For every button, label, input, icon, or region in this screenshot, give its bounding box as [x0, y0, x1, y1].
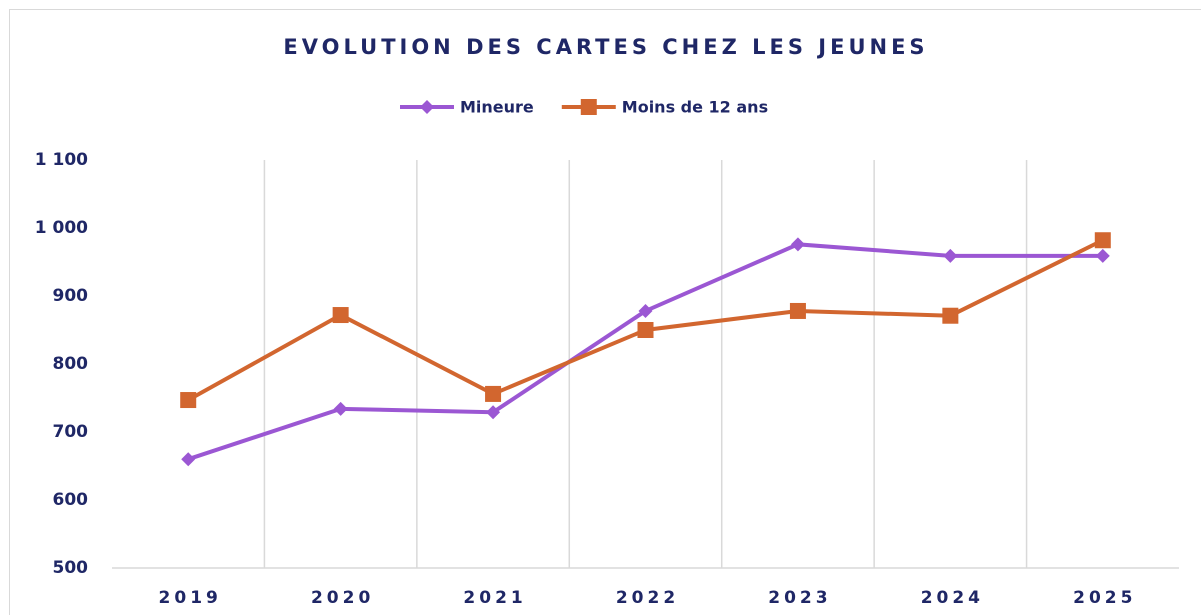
point	[638, 303, 653, 318]
x-tick-label: 2020	[311, 588, 374, 608]
point	[485, 385, 502, 402]
point	[789, 302, 806, 319]
legend-label: Moins de 12 ans	[622, 98, 768, 117]
y-tick-label: 800	[53, 354, 89, 374]
point	[181, 452, 196, 467]
y-tick-label: 600	[53, 490, 89, 510]
point	[486, 405, 501, 420]
y-tick-label: 1 000	[35, 218, 88, 238]
legend-label: Mineure	[460, 98, 534, 117]
chart-title: EVOLUTION DES CARTES CHEZ LES JEUNES	[283, 35, 928, 59]
y-tick-label: 500	[53, 558, 89, 578]
x-tick-label: 2022	[616, 588, 679, 608]
x-tick-label: 2021	[463, 588, 526, 608]
x-tick-label: 2023	[768, 588, 831, 608]
legend-marker	[420, 100, 434, 114]
point	[637, 322, 654, 338]
point	[180, 392, 197, 409]
point	[333, 401, 348, 416]
point	[790, 237, 805, 252]
point	[332, 307, 349, 324]
point	[942, 307, 959, 324]
y-tick-label: 900	[53, 286, 89, 306]
x-tick-label: 2024	[921, 588, 984, 608]
point	[1094, 232, 1111, 249]
point	[1095, 248, 1110, 263]
legend-marker	[580, 99, 597, 115]
point	[943, 248, 958, 263]
x-tick-label: 2019	[159, 588, 222, 608]
chart-border	[9, 9, 1201, 615]
x-tick-label: 2025	[1073, 588, 1136, 608]
y-tick-label: 700	[53, 422, 89, 442]
y-tick-label: 1 100	[35, 150, 88, 170]
